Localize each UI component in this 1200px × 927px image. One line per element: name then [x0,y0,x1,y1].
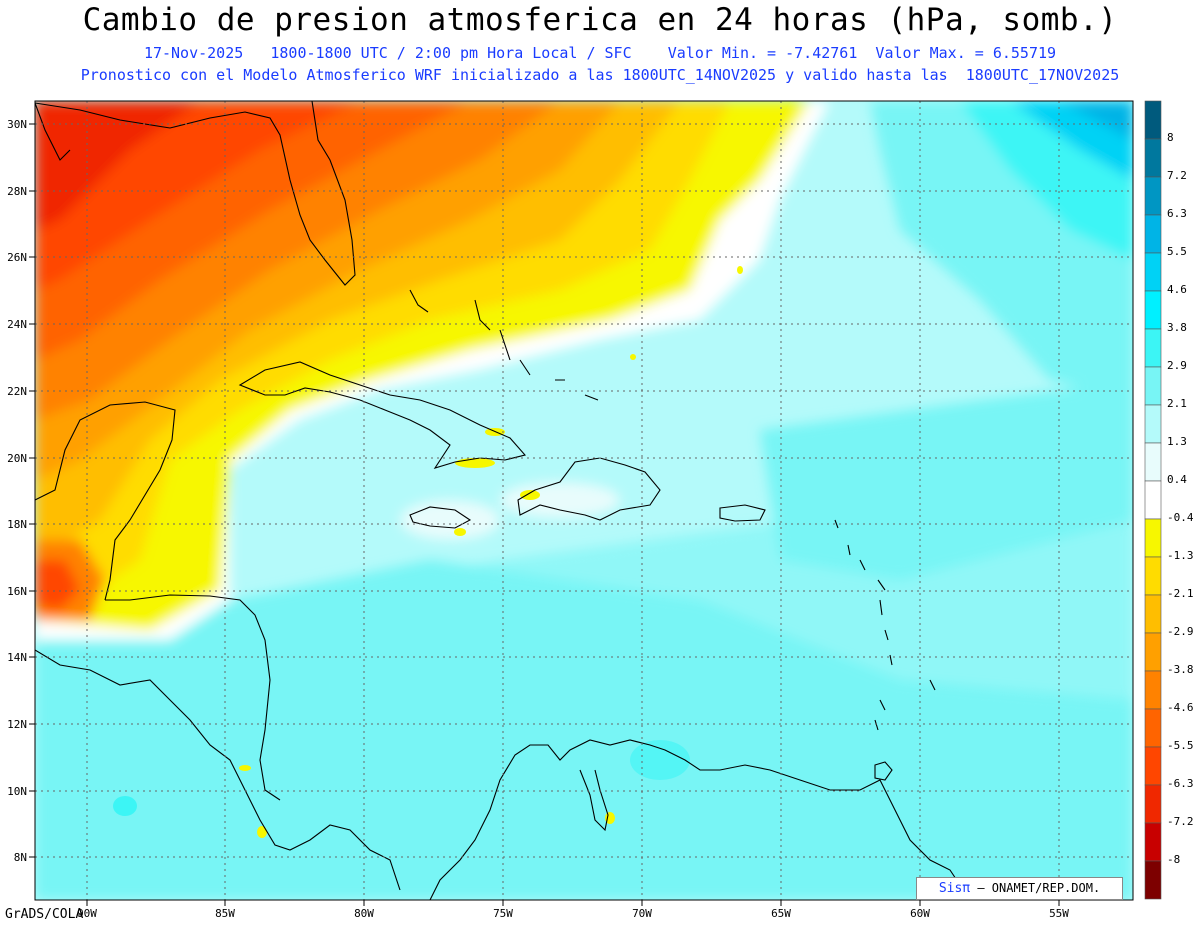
colorbar-swatch [1144,404,1162,444]
credit-box: Sisπ – ONAMET/REP.DOM. [916,877,1123,900]
colorbar-label: -1.3 [1167,549,1194,562]
colorbar-label: 2.1 [1167,397,1187,410]
colorbar-label: -8 [1167,853,1180,866]
grads-footer: GrADS/COLA [5,907,84,922]
colorbar-label: -2.1 [1167,587,1194,600]
lat-label: 20N [7,452,27,465]
colorbar-swatch [1144,214,1162,254]
colorbar-label: -5.5 [1167,739,1194,752]
colorbar-swatch [1144,746,1162,786]
lat-label: 8N [14,851,27,864]
lon-label: 90W [77,907,97,920]
colorbar-swatch [1144,366,1162,406]
pressure-field [35,101,1133,900]
lon-label: 65W [771,907,791,920]
lat-label: 12N [7,718,27,731]
colorbar-swatch [1144,176,1162,216]
colorbar-labels: 8 7.2 6.3 5.5 4.6 3.8 2.9 2.1 1.3 0.4 -0… [1167,131,1194,866]
colorbar-label: 1.3 [1167,435,1187,448]
colorbar-swatch [1144,138,1162,178]
lon-label: 85W [215,907,235,920]
colorbar-label: -6.3 [1167,777,1194,790]
map-subtitle-model: Pronostico con el Modelo Atmosferico WRF… [80,66,1120,84]
colorbar-label: 6.3 [1167,207,1187,220]
axis-ticks [29,123,1060,906]
colorbar-label: 8 [1167,131,1174,144]
lon-label: 60W [910,907,930,920]
colorbar-swatch [1144,480,1162,520]
colorbar-label: 7.2 [1167,169,1187,182]
colorbar-swatch [1144,822,1162,862]
colorbar-swatch [1144,594,1162,634]
colorbar-label: -0.4 [1167,511,1194,524]
longitude-labels: 90W 85W 80W 75W 70W 65W 60W 55W [77,907,1069,920]
colorbar-label: -3.8 [1167,663,1194,676]
colorbar-label: 4.6 [1167,283,1187,296]
lat-label: 14N [7,651,27,664]
lat-label: 18N [7,518,27,531]
colorbar-swatch [1144,708,1162,748]
lat-lon-grid [35,101,1133,900]
lat-label: 24N [7,318,27,331]
colorbar-swatch [1144,518,1162,558]
lat-label: 16N [7,585,27,598]
colorbar-label: 2.9 [1167,359,1187,372]
colorbar-label: -2.9 [1167,625,1194,638]
colorbar-swatch [1144,442,1162,482]
colorbar-swatch [1144,100,1162,140]
map-subtitle-date: 17-Nov-2025 1800-1800 UTC / 2:00 pm Hora… [143,44,1057,62]
map-frame [34,100,1134,901]
colorbar-swatch [1144,860,1162,900]
lat-label: 30N [7,118,27,131]
colorbar-swatch [1144,632,1162,672]
lon-label: 75W [493,907,513,920]
lon-label: 70W [632,907,652,920]
colorbar-label: 5.5 [1167,245,1187,258]
colorbar-swatch [1144,556,1162,596]
lon-label: 80W [354,907,374,920]
lat-label: 26N [7,251,27,264]
credit-text: – ONAMET/REP.DOM. [970,881,1101,895]
map-title: Cambio de presion atmosferica en 24 hora… [82,2,1118,38]
sis-logo-text: Sisπ [938,881,971,896]
lat-label: 10N [7,785,27,798]
colorbar [1144,100,1162,900]
colorbar-swatch [1144,784,1162,824]
colorbar-swatch [1144,290,1162,330]
latitude-labels: 30N 28N 26N 24N 22N 20N 18N 16N 14N 12N … [7,118,27,864]
colorbar-label: 3.8 [1167,321,1187,334]
colorbar-label: -7.2 [1167,815,1194,828]
colorbar-label: -4.6 [1167,701,1194,714]
lon-label: 55W [1049,907,1069,920]
colorbar-label: 0.4 [1167,473,1187,486]
lat-label: 22N [7,385,27,398]
lat-label: 28N [7,185,27,198]
colorbar-swatch [1144,252,1162,292]
colorbar-swatch [1144,670,1162,710]
colorbar-swatch [1144,328,1162,368]
